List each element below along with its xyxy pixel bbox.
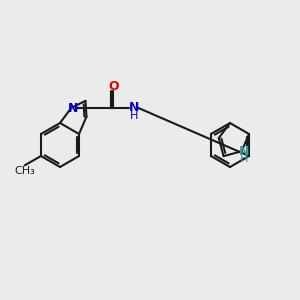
Text: H: H [239,154,248,164]
Text: O: O [108,80,119,93]
Text: N: N [68,102,78,116]
Text: CH₃: CH₃ [14,166,35,176]
Text: H: H [130,111,138,121]
Text: N: N [238,145,249,158]
Text: N: N [129,101,140,114]
